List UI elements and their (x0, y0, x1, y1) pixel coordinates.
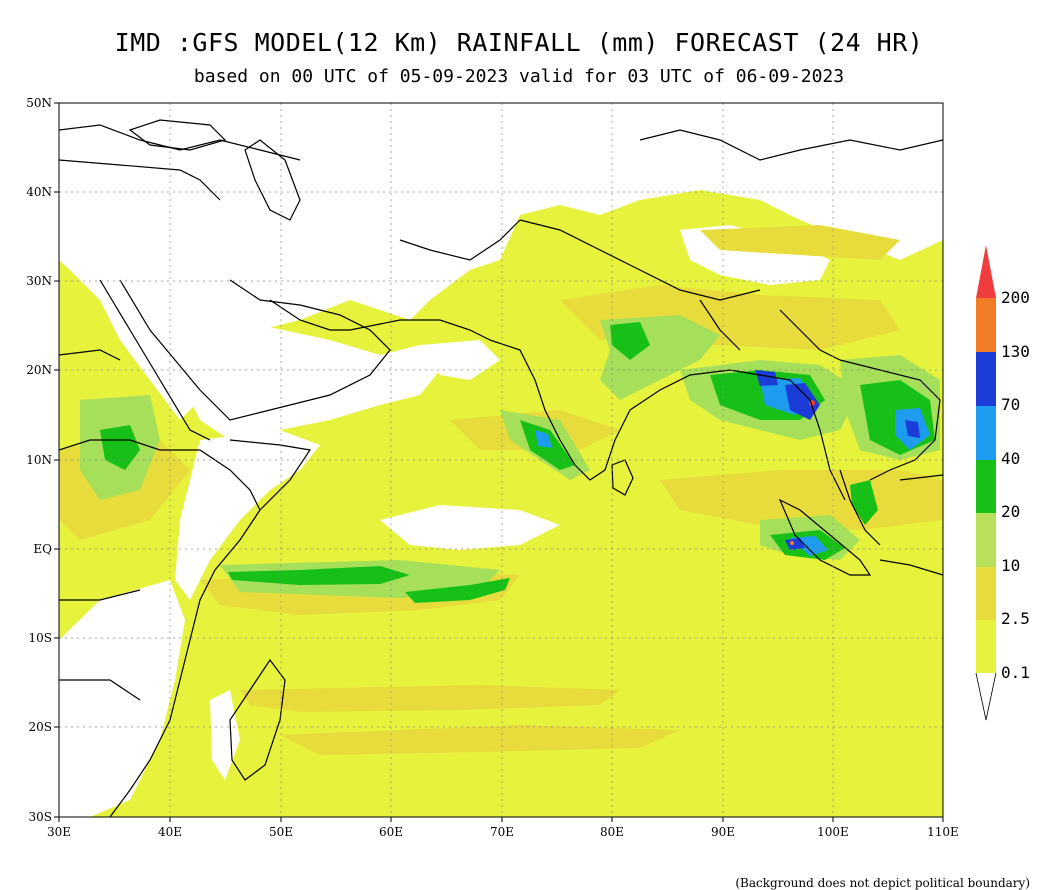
lon-tick-label: 50E (269, 825, 293, 839)
lat-tick-labels: 50N 40N 30N 20N 10N EQ 10S 20S 30S (26, 96, 52, 824)
dry-area-east-asia (560, 140, 943, 250)
footnote: (Background does not depict political bo… (735, 876, 1030, 890)
lat-tick-label: 10S (29, 631, 53, 645)
colorbar-top-arrow (976, 245, 996, 298)
lat-tick-label: 10N (26, 453, 52, 467)
map-title: IMD :GFS MODEL(12 Km) RAINFALL (mm) FORE… (114, 28, 924, 57)
coastlines (59, 119, 943, 817)
dry-area-horn (175, 430, 320, 600)
dry-area-south-io (210, 690, 240, 780)
lon-tick-label: 100E (817, 825, 849, 839)
dry-area-equatorial-io (380, 505, 560, 550)
grid-lines (59, 103, 943, 817)
lon-tick-label: 80E (600, 825, 624, 839)
colorbar-label: 70 (1001, 395, 1020, 414)
lat-tick-label: 20N (26, 363, 52, 377)
colorbar: 0.1 2.5 10 20 40 70 130 200 (975, 245, 1030, 721)
lon-tick-label: 30E (47, 825, 71, 839)
lat-tick-label: 30N (26, 274, 52, 288)
blue-rain (755, 370, 920, 550)
colorbar-bottom-tail (975, 672, 997, 721)
colorbar-label: 10 (1001, 556, 1020, 575)
colorbar-segment-4 (976, 406, 996, 460)
lon-tick-label: 110E (927, 825, 959, 839)
lat-tick-label: 40N (26, 185, 52, 199)
colorbar-segment-1 (976, 567, 996, 620)
map-subtitle: based on 00 UTC of 05-09-2023 valid for … (193, 66, 845, 87)
tick-marks (54, 102, 944, 822)
rainfall-field (59, 103, 943, 817)
colorbar-label: 0.1 (1001, 663, 1030, 682)
colorbar-segment-0 (976, 620, 996, 673)
lon-tick-label: 60E (379, 825, 403, 839)
colorbar-segment-3 (976, 460, 996, 513)
lat-tick-label: 30S (29, 810, 53, 824)
dry-area-arabia (160, 325, 440, 440)
lon-tick-labels: 30E 40E 50E 60E 70E 80E 90E 100E 110E (47, 825, 959, 839)
lat-tick-label: EQ (33, 542, 52, 556)
colorbar-label: 2.5 (1001, 609, 1030, 628)
lat-tick-label: 50N (26, 96, 52, 110)
lon-tick-label: 90E (711, 825, 735, 839)
colorbar-label: 200 (1001, 288, 1030, 307)
colorbar-segment-5 (976, 352, 996, 406)
colorbar-label: 40 (1001, 449, 1020, 468)
lon-tick-label: 40E (158, 825, 182, 839)
colorbar-label: 20 (1001, 502, 1020, 521)
peak-rain-2 (790, 541, 794, 545)
colorbar-segment-6 (976, 298, 996, 352)
dry-area-east-africa (59, 580, 185, 817)
lon-tick-label: 70E (490, 825, 514, 839)
colorbar-labels: 0.1 2.5 10 20 40 70 130 200 (1001, 288, 1030, 682)
lat-tick-label: 20S (29, 720, 53, 734)
colorbar-label: 130 (1001, 342, 1030, 361)
colorbar-segment-2 (976, 513, 996, 567)
